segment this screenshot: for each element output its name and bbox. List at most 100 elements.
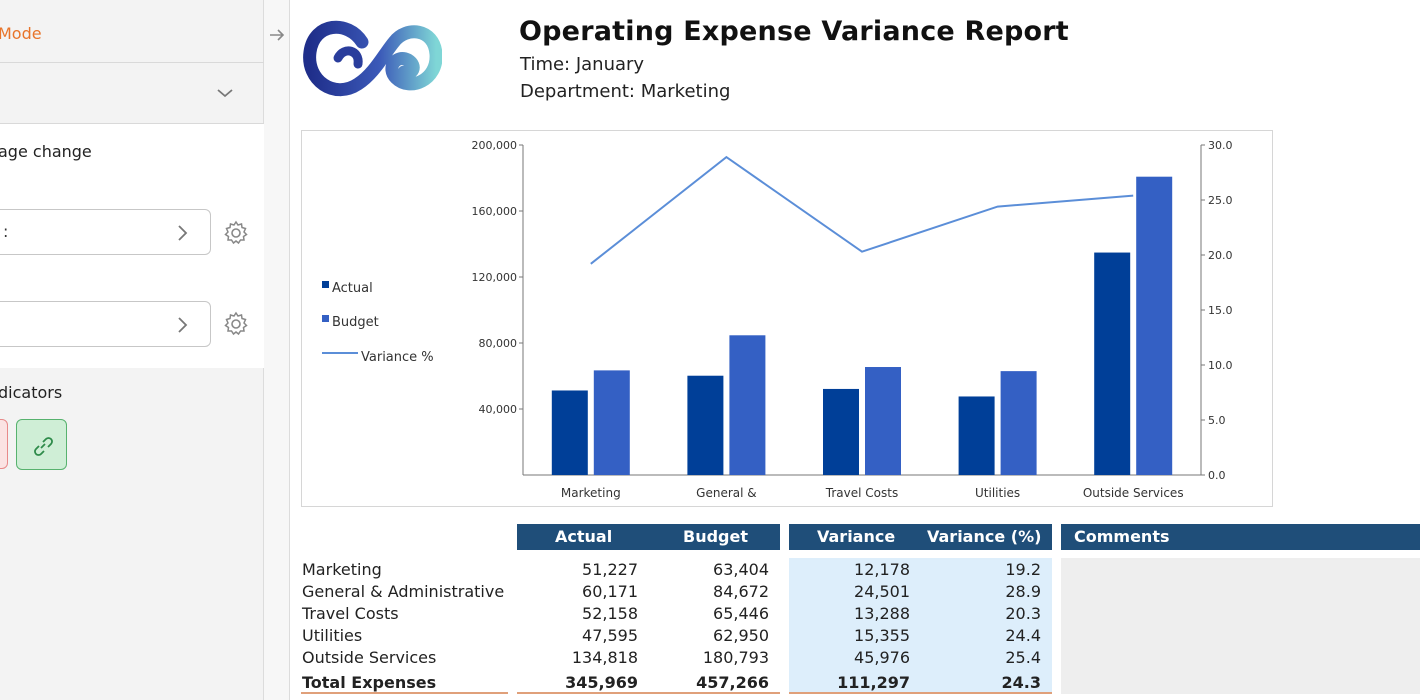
row-variance: 12,178 (854, 560, 910, 579)
legend-label-budget: Budget (332, 315, 379, 330)
bar-actual (823, 388, 859, 475)
right-tick-label: 30.0 (1208, 139, 1233, 152)
row-label: General & Administrative (302, 582, 505, 601)
legend-swatch-budget (322, 315, 329, 322)
row-label: Marketing (302, 560, 382, 579)
row-budget: 63,404 (713, 560, 769, 579)
x-category-label: Utilities (975, 486, 1020, 500)
comments-cell[interactable] (1061, 558, 1420, 694)
bar-actual (551, 390, 588, 475)
mode-label[interactable]: Mode (0, 24, 42, 43)
row-variance: 45,976 (854, 648, 910, 667)
left-settings-panel: Mode age change : dicators (0, 0, 264, 700)
row-budget: 65,446 (713, 604, 769, 623)
left-tick-label: 120,000 (472, 271, 518, 284)
total-variance-pct: 24.3 (1001, 673, 1041, 692)
right-tick-label: 5.0 (1208, 414, 1226, 427)
indicators-label: dicators (0, 383, 63, 402)
x-category-label: General & (696, 486, 756, 500)
total-variance: 111,297 (837, 673, 910, 692)
row-variance: 15,355 (854, 626, 910, 645)
left-tick-label: 160,000 (472, 205, 518, 218)
row-budget: 84,672 (713, 582, 769, 601)
right-tick-label: 20.0 (1208, 249, 1233, 262)
bar-budget (1000, 371, 1037, 475)
divider (0, 62, 264, 63)
arrow-right-icon[interactable] (268, 26, 286, 44)
x-category-label: Travel Costs (825, 486, 898, 500)
right-tick-label: 10.0 (1208, 359, 1233, 372)
chevron-right-icon (176, 315, 188, 339)
chevron-right-icon (176, 223, 188, 247)
divider (0, 123, 264, 124)
selector-2[interactable] (0, 301, 211, 347)
row-variance-pct: 28.9 (1005, 582, 1041, 601)
left-tick-label: 40,000 (479, 403, 518, 416)
row-budget: 180,793 (702, 648, 769, 667)
row-actual: 51,227 (582, 560, 638, 579)
total-actual: 345,969 (565, 673, 638, 692)
bar-actual (687, 375, 724, 475)
selector-1-value: : (3, 222, 9, 241)
left-tick-label: 80,000 (479, 337, 518, 350)
table-header-comments: Comments (1061, 524, 1420, 550)
table-row: General & Administrative 60,171 84,672 2… (301, 582, 1061, 604)
total-underline (789, 692, 1052, 694)
left-tick-label: 200,000 (472, 139, 518, 152)
bar-budget (593, 370, 630, 475)
header-actual: Actual (555, 527, 613, 546)
report-canvas: Operating Expense Variance Report Time: … (290, 0, 1420, 700)
bar-budget (865, 367, 901, 475)
gear-icon[interactable] (222, 310, 250, 342)
variance-pct-line (590, 155, 1134, 265)
time-line: Time: January (520, 54, 645, 75)
total-underline (517, 692, 780, 694)
indicator-unlink-button[interactable] (0, 419, 8, 469)
row-label: Outside Services (302, 648, 437, 667)
header-variance-pct: Variance (%) (927, 527, 1042, 546)
chevron-down-icon[interactable] (216, 84, 234, 103)
row-actual: 52,158 (582, 604, 638, 623)
selector-1[interactable]: : (0, 209, 211, 255)
table-row: Marketing 51,227 63,404 12,178 19.2 (301, 560, 1061, 582)
row-variance-pct: 24.4 (1005, 626, 1041, 645)
table-total-row: Total Expenses 345,969 457,266 111,297 2… (301, 673, 1061, 695)
row-budget: 62,950 (713, 626, 769, 645)
table-row: Outside Services 134,818 180,793 45,976 … (301, 648, 1061, 670)
bar-budget (729, 335, 766, 475)
row-variance-pct: 20.3 (1005, 604, 1041, 623)
table-header-variance: Variance Variance (%) (789, 524, 1052, 550)
link-icon (34, 437, 53, 456)
total-underline (301, 692, 508, 694)
right-tick-label: 15.0 (1208, 304, 1233, 317)
row-label: Travel Costs (302, 604, 399, 623)
gear-icon[interactable] (222, 219, 250, 251)
legend-label-variance: Variance % (361, 350, 434, 365)
right-tick-label: 25.0 (1208, 194, 1233, 207)
department-line: Department: Marketing (520, 81, 731, 102)
legend-swatch-actual (322, 281, 329, 288)
table-row: Utilities 47,595 62,950 15,355 24.4 (301, 626, 1061, 648)
bar-actual (1094, 252, 1131, 475)
change-label: age change (0, 142, 92, 161)
total-budget: 457,266 (696, 673, 769, 692)
collapse-panel-column (264, 0, 290, 700)
row-variance: 24,501 (854, 582, 910, 601)
company-logo (300, 14, 443, 108)
row-variance-pct: 19.2 (1005, 560, 1041, 579)
bar-actual (958, 396, 995, 475)
variance-chart: 40,000 80,000 120,000 160,000 200,000 0.0 5.0 1… (301, 130, 1273, 507)
x-category-label: Outside Services (1083, 486, 1184, 500)
variance-column-bg (789, 558, 1052, 694)
bar-budget (1136, 176, 1173, 475)
indicator-link-button[interactable] (16, 419, 67, 470)
report-title: Operating Expense Variance Report (519, 16, 1069, 47)
row-actual: 60,171 (582, 582, 638, 601)
x-category-label: Marketing (561, 486, 621, 500)
row-actual: 134,818 (571, 648, 638, 667)
table-row: Travel Costs 52,158 65,446 13,288 20.3 (301, 604, 1061, 626)
header-variance: Variance (817, 527, 896, 546)
legend-label-actual: Actual (332, 281, 373, 296)
row-variance: 13,288 (854, 604, 910, 623)
header-comments: Comments (1074, 527, 1170, 546)
